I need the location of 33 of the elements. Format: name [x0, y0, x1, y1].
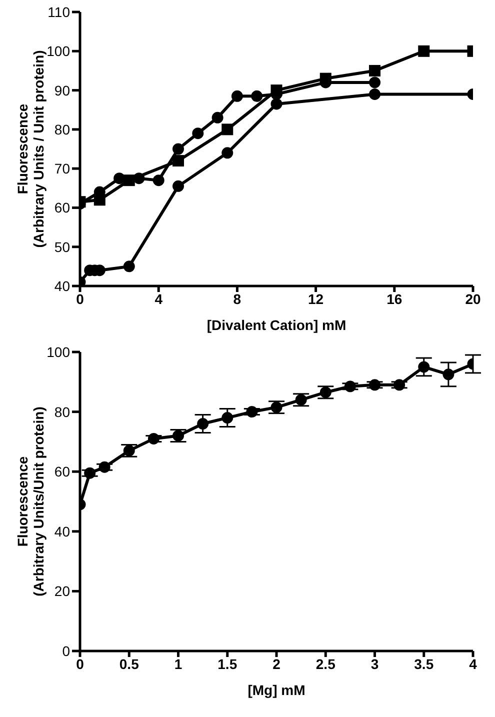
y-tick-label: 40	[54, 278, 70, 294]
y-tick-label: 40	[54, 523, 70, 540]
x-tick-label: 2	[272, 656, 281, 672]
x-tick-label: 0.5	[119, 656, 140, 672]
y-tick-label: 20	[54, 583, 70, 600]
x-axis-title: [Mg] mM	[248, 682, 306, 698]
x-tick-label: 3.5	[414, 656, 434, 672]
x-tick-label: 3	[370, 656, 379, 672]
y-tick-label: 50	[54, 238, 70, 255]
y-axis-title: Fluorescence (Arbitrary Units/Unit protein)	[14, 406, 47, 596]
y-tick-label: 80	[54, 121, 70, 138]
y-tick-label: 0	[62, 642, 70, 659]
y-tick-label: 110	[48, 4, 70, 20]
x-tick-label: 16	[386, 290, 402, 307]
x-tick-label: 8	[233, 290, 242, 307]
x-tick-label: 2.5	[316, 656, 336, 672]
y-tick-label: 90	[54, 82, 70, 98]
x-tick-label: 4	[469, 656, 478, 672]
x-tick-label: 12	[308, 290, 324, 307]
y-tick-label: 80	[54, 404, 70, 420]
x-tick-label: 0	[76, 656, 84, 672]
x-tick-label: 1	[174, 656, 182, 672]
x-tick-label: 0	[76, 290, 84, 307]
y-tick-label: 60	[54, 464, 70, 480]
x-tick-label: 4	[154, 290, 163, 307]
x-axis-title: [Divalent Cation] mM	[206, 317, 346, 333]
y-tick-label: 70	[54, 160, 70, 177]
x-tick-label: 1.5	[218, 656, 238, 672]
y-tick-label: 100	[46, 43, 70, 60]
y-tick-label: 60	[54, 200, 70, 216]
y-tick-label: 100	[46, 344, 70, 360]
y-axis-title: Fluorescence (Arbitrary Units / Unit protein)	[14, 50, 47, 248]
x-tick-label: 20	[465, 290, 481, 307]
